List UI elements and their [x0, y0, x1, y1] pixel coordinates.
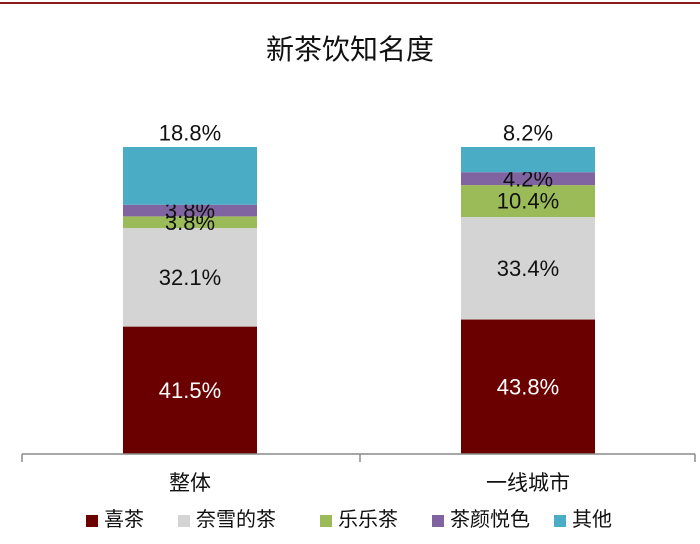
- data-label: 41.5%: [159, 378, 221, 403]
- bar-segment: [461, 185, 595, 217]
- x-tick-label: 一线城市: [486, 471, 570, 495]
- data-label: 32.1%: [159, 265, 221, 290]
- legend-swatch: [86, 515, 98, 527]
- chart-title: 新茶饮知名度: [265, 33, 434, 66]
- data-label: 33.4%: [497, 256, 559, 281]
- data-label: 43.8%: [497, 374, 559, 399]
- legend-label: 喜茶: [104, 507, 144, 531]
- data-label: 10.4%: [497, 189, 559, 214]
- data-label: 8.2%: [503, 121, 553, 146]
- data-label: 18.8%: [159, 121, 221, 146]
- legend-swatch: [320, 515, 332, 527]
- legend-label: 茶颜悦色: [450, 507, 530, 531]
- legend-swatch: [554, 515, 566, 527]
- bar-segment: [461, 216, 595, 320]
- bar-segment: [461, 319, 595, 454]
- legend-label: 其他: [572, 507, 612, 531]
- top-rule: [0, 2, 700, 4]
- bar-segment: [123, 204, 257, 217]
- bar-segment: [461, 172, 595, 186]
- bar-segment: [123, 216, 257, 229]
- bar-segment: [123, 228, 257, 327]
- legend-swatch: [178, 515, 190, 527]
- bar-segment: [123, 147, 257, 205]
- legend-label: 乐乐茶: [338, 507, 398, 531]
- bar-segment: [123, 326, 257, 454]
- legend-swatch: [432, 515, 444, 527]
- legend-label: 奈雪的茶: [196, 507, 276, 531]
- x-tick-label: 整体: [169, 471, 211, 495]
- bar-segment: [461, 147, 595, 173]
